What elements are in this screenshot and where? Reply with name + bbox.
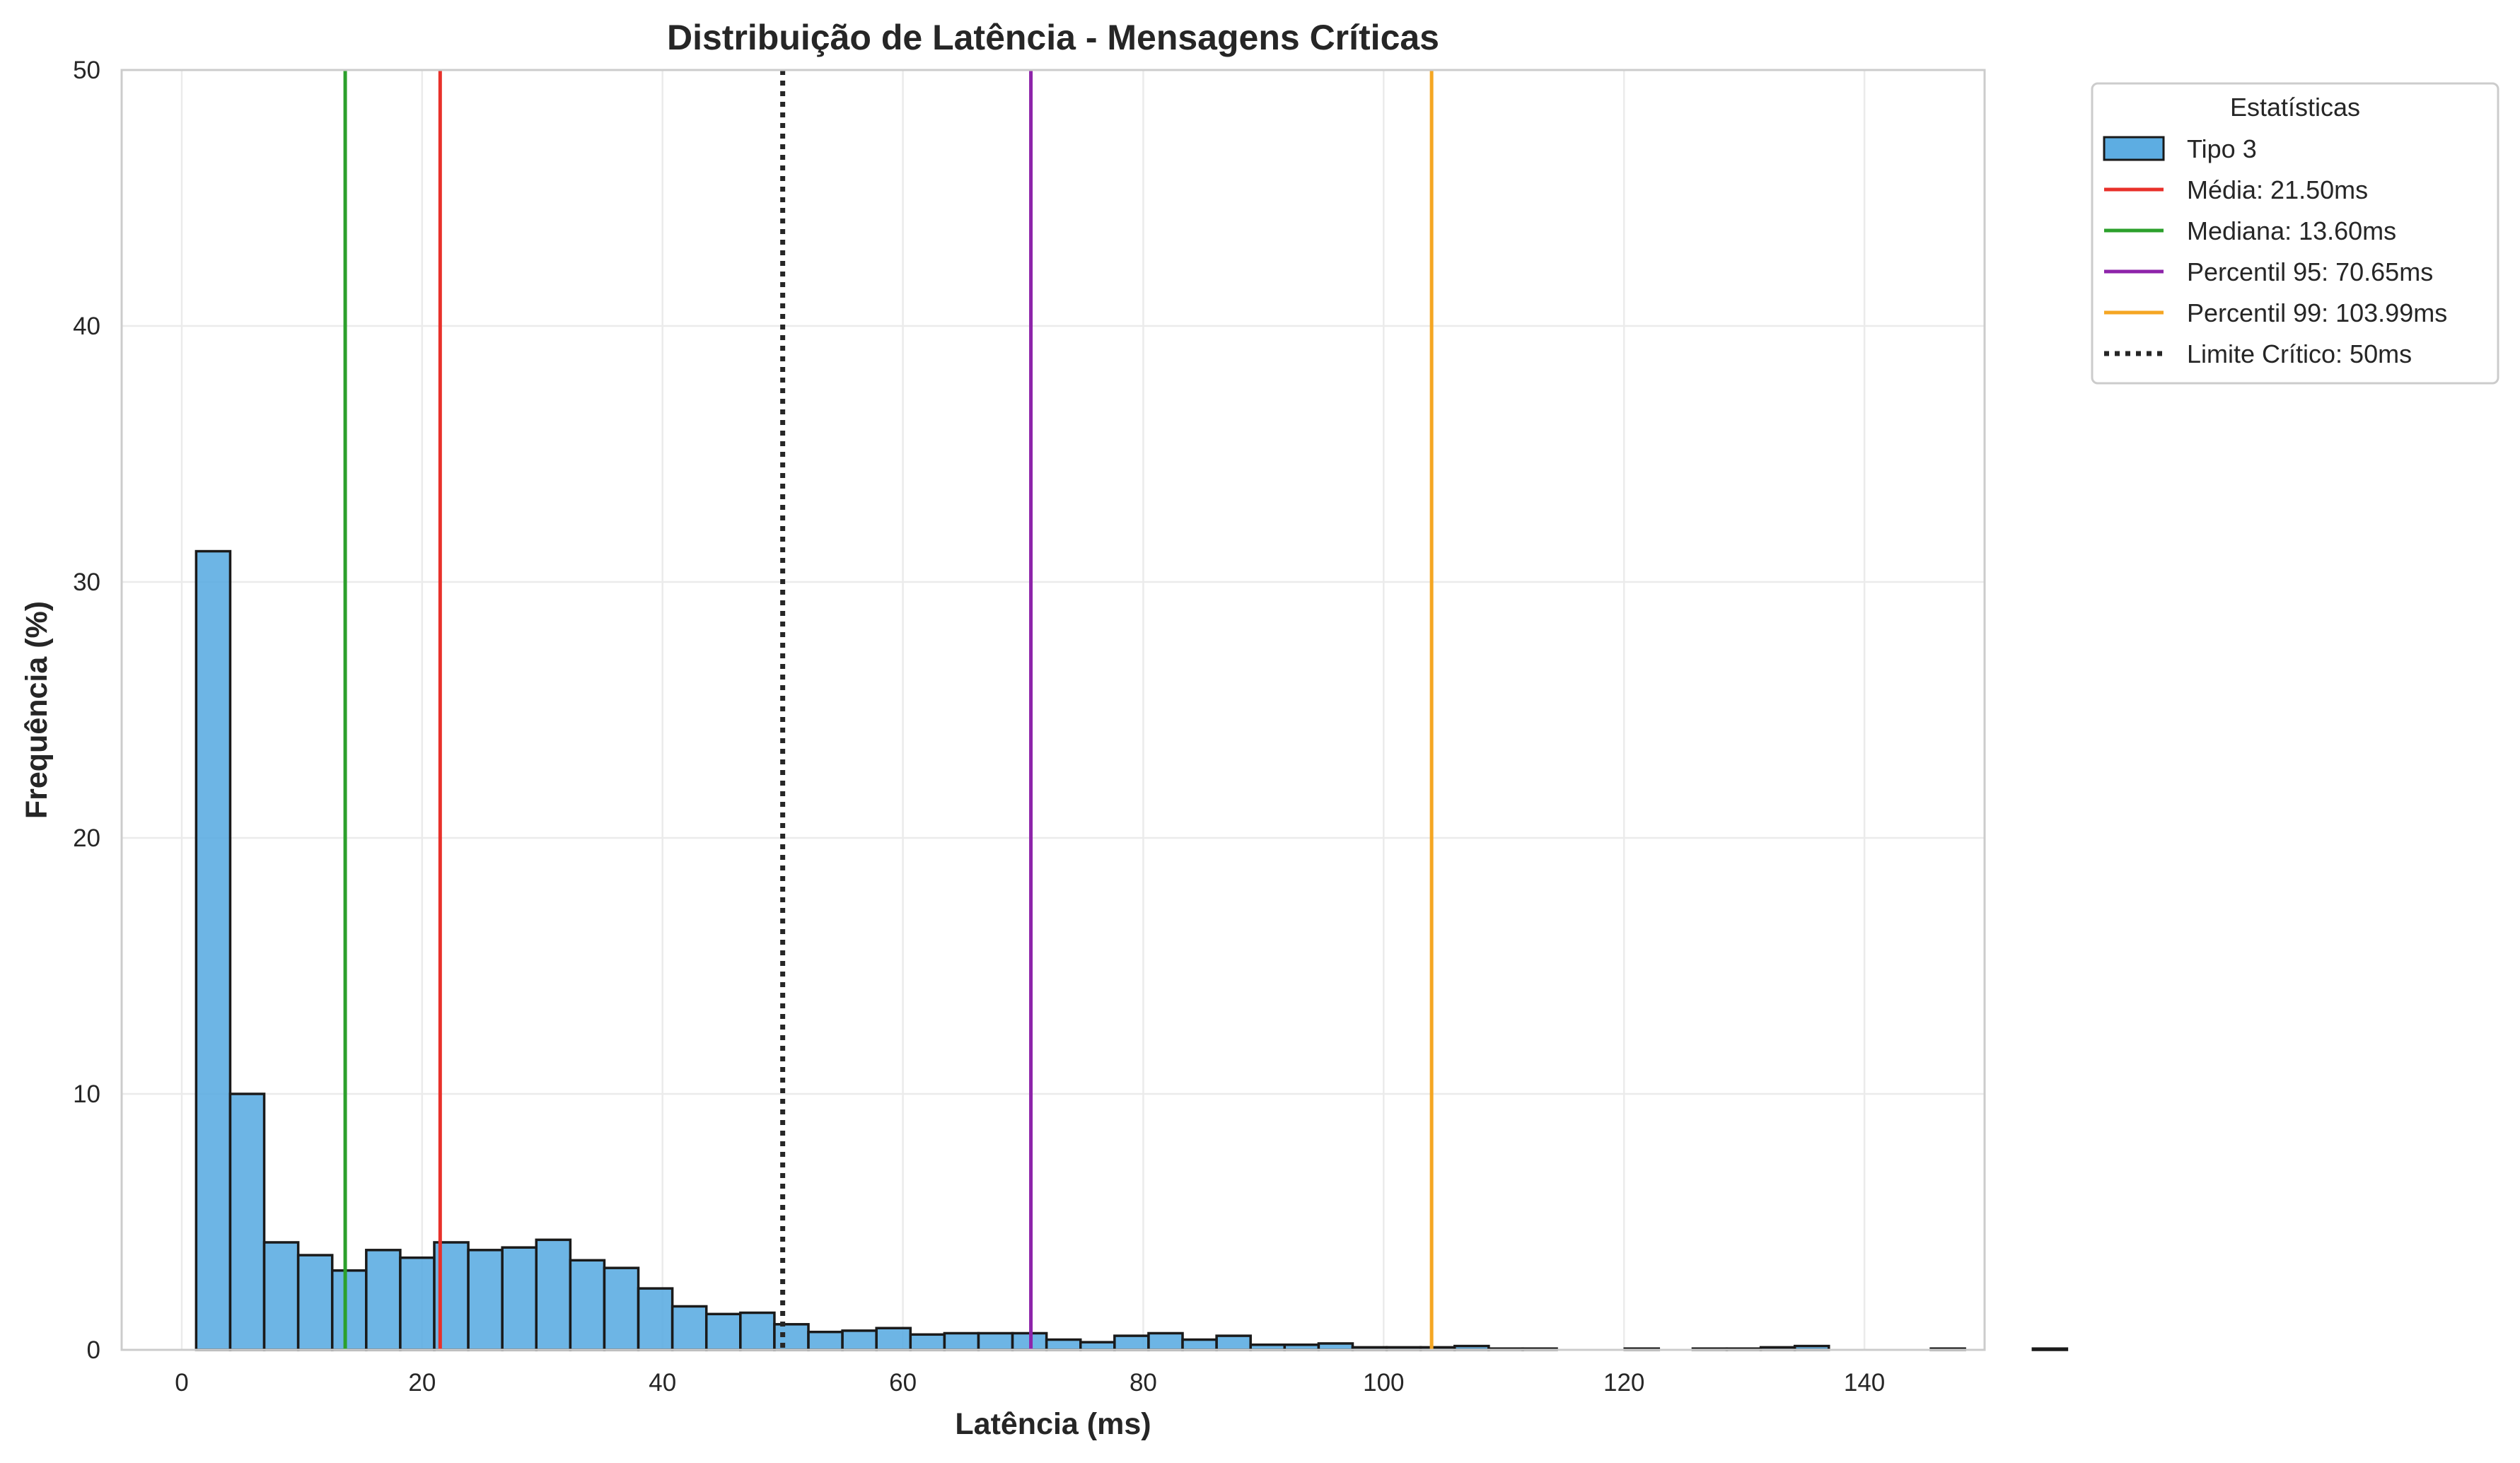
histogram-bar <box>875 1327 912 1351</box>
histogram-bar <box>977 1331 1014 1351</box>
legend: Estatísticas Tipo 3 Média: 21.50ms Mediana… <box>2091 82 2499 385</box>
legend-title: Estatísticas <box>2230 93 2360 122</box>
plot-frame <box>120 69 1986 1351</box>
x-axis-title: Latência (ms) <box>955 1407 1151 1441</box>
histogram-bar <box>2031 1347 2069 1351</box>
histogram-bar <box>909 1333 946 1351</box>
histogram-bar <box>399 1256 436 1351</box>
histogram-bar <box>1113 1334 1150 1351</box>
histogram-bar <box>603 1266 640 1351</box>
histogram-bar <box>262 1241 300 1351</box>
y-tick-label: 10 <box>73 1080 100 1108</box>
histogram-bar <box>1045 1338 1082 1351</box>
histogram-bar <box>535 1238 572 1351</box>
legend-label: Mediana: 13.60ms <box>2187 216 2396 245</box>
histogram-bar <box>228 1092 266 1351</box>
histogram-bar <box>739 1311 776 1351</box>
legend-label: Média: 21.50ms <box>2187 175 2368 204</box>
histogram-bar <box>637 1287 674 1351</box>
histogram-bar <box>365 1249 402 1351</box>
histogram-bar <box>1215 1334 1252 1351</box>
histogram-bar <box>501 1246 538 1351</box>
histogram-bar <box>704 1312 742 1351</box>
x-tick-label: 140 <box>1844 1369 1885 1397</box>
histogram-bar <box>1147 1331 1184 1351</box>
x-tick-label: 80 <box>1130 1369 1157 1397</box>
histogram-bar <box>194 549 232 1351</box>
y-tick-labels: 0 10 20 30 40 50 <box>73 57 100 1364</box>
x-tick-label: 0 <box>175 1369 188 1397</box>
y-axis-title: Frequência (%) <box>20 601 54 819</box>
histogram-bar <box>569 1259 606 1351</box>
legend-label: Limite Crítico: 50ms <box>2187 339 2412 368</box>
histogram-bar <box>841 1329 878 1351</box>
histogram-bar <box>296 1254 334 1351</box>
legend-label: Percentil 95: 70.65ms <box>2187 257 2433 286</box>
reference-lines <box>343 70 1434 1350</box>
chart-title: Distribuição de Latência - Mensagens Crí… <box>667 18 1439 57</box>
x-tick-label: 120 <box>1603 1369 1644 1397</box>
y-tick-label: 0 <box>87 1336 100 1364</box>
x-tick-label: 100 <box>1363 1369 1404 1397</box>
x-tick-label: 40 <box>649 1369 676 1397</box>
histogram-bar <box>330 1269 368 1351</box>
histogram-bar <box>1079 1341 1116 1351</box>
y-tick-label: 20 <box>73 824 100 852</box>
histogram-bar <box>670 1305 708 1351</box>
histogram-bar <box>467 1249 504 1351</box>
histogram-bar <box>773 1323 810 1351</box>
legend-label: Tipo 3 <box>2187 134 2257 163</box>
y-tick-label: 50 <box>73 57 100 84</box>
histogram-bar <box>943 1331 980 1351</box>
x-tick-labels: 0 20 40 60 80 100 120 140 <box>175 1369 1885 1397</box>
histogram-bar <box>1181 1338 1218 1351</box>
x-tick-label: 20 <box>408 1369 436 1397</box>
legend-swatch <box>2103 136 2165 161</box>
legend-box <box>2091 82 2499 385</box>
x-tick-label: 60 <box>889 1369 917 1397</box>
histogram-bar <box>807 1330 844 1351</box>
legend-label: Percentil 99: 103.99ms <box>2187 298 2447 327</box>
y-tick-label: 30 <box>73 569 100 596</box>
legend-entries: Tipo 3 Média: 21.50ms Mediana: 13.60ms Perc… <box>2103 134 2447 368</box>
y-tick-label: 40 <box>73 313 100 340</box>
